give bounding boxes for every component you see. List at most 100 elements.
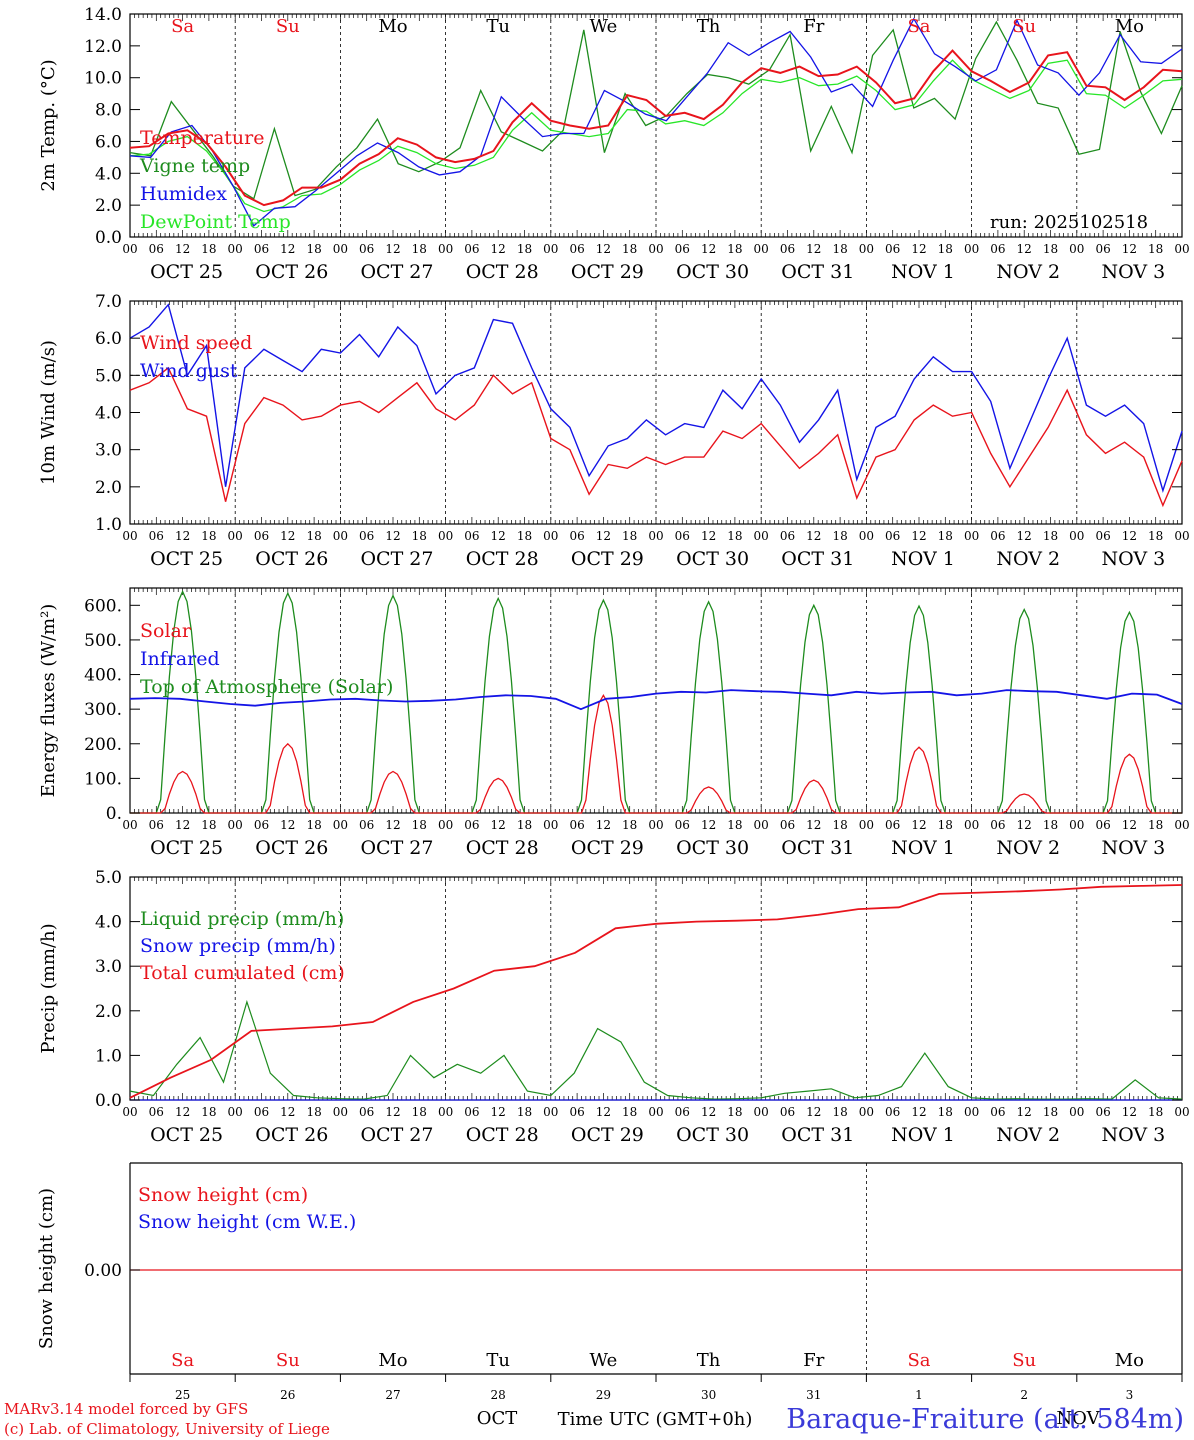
y-tick-label: 0.00 [84, 1261, 122, 1281]
y-tick-label: 5.0 [95, 366, 122, 386]
y-tick-label: 7.0 [95, 292, 122, 312]
hour-tick-label: 12 [175, 242, 190, 256]
hour-tick-label: 00 [754, 818, 769, 832]
hour-tick-label: 00 [1174, 1105, 1189, 1119]
hour-tick-label: 00 [543, 818, 558, 832]
hour-tick-label: 12 [280, 242, 295, 256]
day-label: OCT 30 [676, 548, 749, 570]
hour-tick-label: 06 [464, 242, 479, 256]
hour-tick-label: 18 [1043, 242, 1058, 256]
hour-tick-label: 12 [701, 1105, 716, 1119]
hour-tick-label: 06 [254, 1105, 269, 1119]
day-label: OCT 28 [466, 548, 539, 570]
hour-tick-label: 00 [228, 1105, 243, 1119]
hour-tick-label: 18 [622, 529, 637, 543]
y-tick-label: 4.0 [95, 913, 122, 933]
hour-tick-label: 18 [201, 818, 216, 832]
hour-tick-label: 06 [885, 242, 900, 256]
temperature-panel: 0.0 2.0 4.0 6.0 8.0 10.0 12.0 14.0 2m Temp. (°C)… [38, 5, 1190, 283]
y-tick-label: 6.0 [95, 329, 122, 349]
hour-tick-label: 18 [938, 242, 953, 256]
y-tick-label: 100. [84, 769, 122, 789]
hour-tick-label: 06 [569, 1105, 584, 1119]
hour-tick-label: 12 [385, 529, 400, 543]
hour-tick-label: 12 [596, 818, 611, 832]
weekday-label: Mo [1115, 16, 1144, 37]
y-axis-label: 2m Temp. (°C) [38, 59, 59, 191]
hour-tick-label: 06 [675, 529, 690, 543]
hour-tick-label: 12 [1122, 529, 1137, 543]
weekday-label: Su [276, 16, 300, 37]
day-label: OCT 26 [255, 548, 328, 570]
hour-tick-label: 18 [201, 1105, 216, 1119]
hour-tick-label: 06 [569, 529, 584, 543]
hour-tick-label: 00 [438, 529, 453, 543]
hour-tick-label: 18 [832, 818, 847, 832]
legend-label: Snow precip (mm/h) [140, 935, 336, 957]
hour-tick-label: 06 [254, 529, 269, 543]
hour-tick-label: 06 [464, 529, 479, 543]
hour-tick-label: 18 [201, 529, 216, 543]
day-label: OCT 26 [255, 261, 328, 283]
hour-tick-label: 18 [201, 242, 216, 256]
day-number-label: 30 [701, 1388, 716, 1402]
day-label: OCT 25 [150, 1124, 223, 1146]
day-label: OCT 26 [255, 1124, 328, 1146]
legend-label: Vigne temp [139, 155, 250, 177]
hour-tick-label: 12 [911, 529, 926, 543]
hour-tick-label: 12 [1122, 818, 1137, 832]
hour-tick-label: 18 [412, 529, 427, 543]
day-label: OCT 27 [360, 548, 433, 570]
legend-label: Top of Atmosphere (Solar) [140, 676, 393, 698]
y-axis-label: 10m Wind (m/s) [38, 340, 59, 485]
month-label: NOV [1056, 1408, 1100, 1429]
hour-tick-label: 06 [359, 242, 374, 256]
hour-tick-label: 06 [780, 529, 795, 543]
hour-tick-label: 00 [543, 529, 558, 543]
hour-tick-label: 18 [306, 242, 321, 256]
hour-tick-label: 18 [727, 1105, 742, 1119]
day-label: NOV 1 [891, 261, 955, 283]
hour-tick-label: 12 [175, 529, 190, 543]
hour-tick-label: 06 [1095, 1105, 1110, 1119]
hour-tick-label: 06 [149, 242, 164, 256]
hour-tick-label: 06 [885, 1105, 900, 1119]
hour-tick-label: 12 [385, 818, 400, 832]
hour-tick-label: 12 [280, 529, 295, 543]
precip-panel: 0.0 1.0 2.0 3.0 4.0 5.0 Precip (mm/h) Liquid pr… [38, 868, 1190, 1146]
day-number-label: 31 [806, 1388, 821, 1402]
hour-tick-label: 00 [859, 529, 874, 543]
series-line-liquid-precip [129, 999, 1183, 1100]
day-number-label: 27 [385, 1388, 400, 1402]
hour-tick-label: 18 [832, 529, 847, 543]
y-axis-label: Snow height (cm) [36, 1188, 57, 1349]
y-tick-label: 10.0 [84, 69, 122, 89]
y-tick-label: 8.0 [95, 101, 122, 121]
legend-label: Wind speed [140, 332, 252, 354]
hour-tick-label: 06 [254, 242, 269, 256]
weekday-label: Mo [378, 1350, 407, 1371]
hour-tick-label: 06 [780, 818, 795, 832]
day-label: NOV 3 [1102, 261, 1166, 283]
hour-tick-label: 00 [754, 242, 769, 256]
hour-tick-label: 18 [412, 1105, 427, 1119]
weekday-label: Su [276, 1350, 300, 1371]
hour-tick-label: 00 [122, 1105, 137, 1119]
day-label: NOV 2 [996, 1124, 1060, 1146]
hour-tick-label: 06 [780, 1105, 795, 1119]
hour-tick-label: 00 [964, 529, 979, 543]
hour-tick-label: 18 [727, 529, 742, 543]
run-label: run: 2025102518 [990, 212, 1148, 233]
hour-tick-label: 12 [806, 242, 821, 256]
hour-tick-label: 00 [122, 818, 137, 832]
hour-tick-label: 18 [412, 818, 427, 832]
y-tick-label: 1.0 [95, 1046, 122, 1066]
hour-tick-label: 18 [1148, 1105, 1163, 1119]
hour-tick-label: 00 [438, 1105, 453, 1119]
hour-tick-label: 00 [1174, 818, 1189, 832]
hour-tick-label: 00 [754, 1105, 769, 1119]
hour-tick-label: 18 [622, 242, 637, 256]
hour-tick-label: 06 [675, 818, 690, 832]
hour-tick-label: 12 [1122, 242, 1137, 256]
hour-tick-label: 18 [517, 529, 532, 543]
